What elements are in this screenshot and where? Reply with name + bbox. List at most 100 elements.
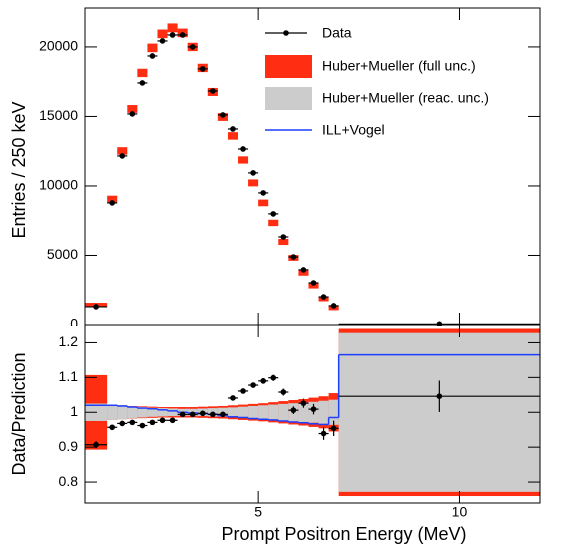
uncertainty-band	[117, 405, 128, 420]
prediction-box	[107, 195, 118, 203]
prediction-box	[147, 43, 158, 53]
y-tick-label: 1	[70, 403, 78, 419]
data-point	[260, 190, 266, 196]
x-tick-label: 5	[254, 504, 262, 520]
data-point	[270, 374, 277, 381]
y-tick-label: 1.2	[59, 333, 79, 349]
ratio-panel: 0.8 0.9 1 1.1 1.2 5 10	[59, 324, 541, 520]
data-point	[169, 417, 176, 424]
uncertainty-band	[328, 399, 339, 425]
legend-label: Data	[322, 25, 352, 41]
uncertainty-band	[298, 402, 309, 423]
y-tick-label: 1.1	[59, 368, 79, 384]
data-point	[159, 38, 166, 44]
prediction-box	[137, 68, 148, 78]
legend: Data Huber+Mueller (full unc.) Huber+Mue…	[265, 25, 489, 138]
data-point	[436, 321, 443, 328]
uncertainty-band	[157, 408, 168, 417]
data-point	[280, 389, 287, 395]
y-tick-label: 20000	[39, 38, 78, 54]
data-point	[310, 280, 317, 286]
data-point	[280, 234, 287, 240]
x-tick-label: 10	[452, 504, 468, 520]
data-point	[129, 419, 136, 426]
prediction-box	[248, 179, 259, 187]
data-point	[310, 406, 317, 412]
data-point	[230, 126, 236, 132]
data-point	[159, 417, 166, 424]
prediction-box	[308, 283, 319, 289]
data-point	[179, 32, 186, 38]
prediction-box	[157, 29, 168, 39]
data-point	[230, 395, 236, 401]
prediction-box	[268, 219, 279, 227]
data-point	[250, 170, 256, 176]
uncertainty-band	[107, 404, 118, 420]
data-point	[436, 393, 443, 400]
data-point	[139, 422, 146, 429]
uncertainty-band	[338, 332, 540, 492]
uncertainty-band	[147, 407, 158, 417]
uncertainty-band	[167, 408, 178, 417]
prediction-box	[227, 132, 239, 140]
data-point	[330, 303, 337, 309]
uncertainty-band	[238, 406, 249, 418]
y-axis-label: Entries / 250 keV	[9, 101, 29, 238]
data-point	[250, 382, 256, 388]
data-point	[320, 430, 327, 437]
data-point	[240, 146, 246, 152]
prediction-box	[127, 105, 138, 113]
prediction-box	[167, 23, 178, 33]
data-point	[300, 400, 307, 406]
uncertainty-band	[248, 405, 259, 419]
data-point	[149, 419, 156, 426]
data-point	[139, 80, 146, 86]
y-tick-label: 10000	[39, 177, 78, 193]
data-point	[300, 267, 307, 273]
data-point	[260, 378, 266, 384]
y-tick-label: 15000	[39, 107, 78, 123]
data-point	[199, 66, 206, 72]
uncertainty-band	[258, 405, 269, 420]
legend-label: Huber+Mueller (full unc.)	[322, 58, 476, 74]
frame	[84, 324, 541, 504]
uncertainty-band	[127, 406, 138, 419]
data-point	[169, 32, 176, 38]
uncertainty-band	[268, 404, 279, 420]
data-point	[240, 388, 246, 394]
legend-label: Huber+Mueller (reac. unc.)	[322, 90, 489, 106]
uncertainty-band	[318, 400, 329, 424]
prediction-box	[117, 147, 128, 155]
data-point	[129, 111, 136, 117]
data-point	[199, 410, 206, 417]
y-tick-label: 0.9	[59, 438, 79, 454]
y-tick-label: 0	[70, 316, 78, 332]
data-point	[320, 294, 327, 300]
data-point	[93, 441, 99, 448]
data-point	[290, 407, 297, 413]
data-point	[93, 304, 99, 310]
y-tick-label: 5000	[47, 246, 78, 262]
top-panel: 0 5000 10000 15000 20000	[39, 7, 541, 332]
prediction-box	[278, 238, 289, 246]
data-point	[119, 420, 126, 427]
legend-swatch	[265, 87, 312, 110]
data-point	[189, 44, 196, 50]
data-point	[119, 153, 126, 159]
prediction-box	[238, 156, 249, 164]
uncertainty-band	[227, 407, 239, 418]
legend-marker	[283, 30, 289, 36]
data-point	[220, 112, 226, 118]
uncertainty-band	[137, 407, 148, 418]
data-point	[109, 424, 115, 431]
data-point	[189, 411, 196, 418]
prediction-box	[258, 199, 269, 207]
legend-label: ILL+Vogel	[322, 122, 385, 138]
data-point	[220, 411, 226, 418]
prediction-box	[298, 270, 309, 276]
y-tick-label: 0.8	[59, 473, 79, 489]
y-axis-label: Data/Prediction	[9, 352, 29, 475]
x-axis-label: Prompt Positron Energy (MeV)	[221, 524, 466, 544]
uncertainty-band	[278, 403, 289, 421]
